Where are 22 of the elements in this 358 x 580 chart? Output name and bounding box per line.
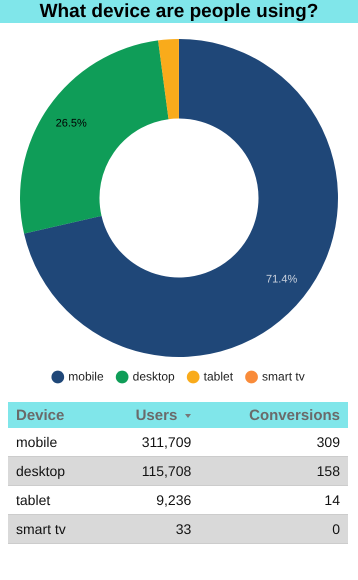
data-label: 309 — [199, 428, 348, 456]
legend-label: desktop — [132, 369, 176, 384]
data-label: 33 — [100, 514, 200, 544]
data-label: 26.5% — [56, 117, 88, 130]
text: Conversions — [199, 402, 348, 428]
chart-title: What device are people using? — [0, 0, 358, 23]
category-label: smart tv — [8, 514, 100, 544]
legend-label: smart tv — [262, 369, 305, 384]
text: Users — [100, 402, 200, 428]
data-label: 115,708 — [100, 456, 200, 486]
data-label: 71.4% — [266, 274, 298, 286]
category-label: tablet — [8, 486, 100, 514]
category-label: desktop — [8, 456, 100, 486]
data-label: 14 — [199, 486, 348, 514]
data-label: 158 — [199, 456, 348, 486]
legend-label: tablet — [204, 369, 234, 384]
data-label: 9,236 — [100, 486, 200, 514]
text: Device — [8, 402, 100, 428]
data-label: 311,709 — [100, 428, 200, 456]
legend-label: mobile — [68, 369, 104, 384]
data-label: 0 — [199, 514, 348, 544]
category-label: mobile — [8, 428, 100, 456]
